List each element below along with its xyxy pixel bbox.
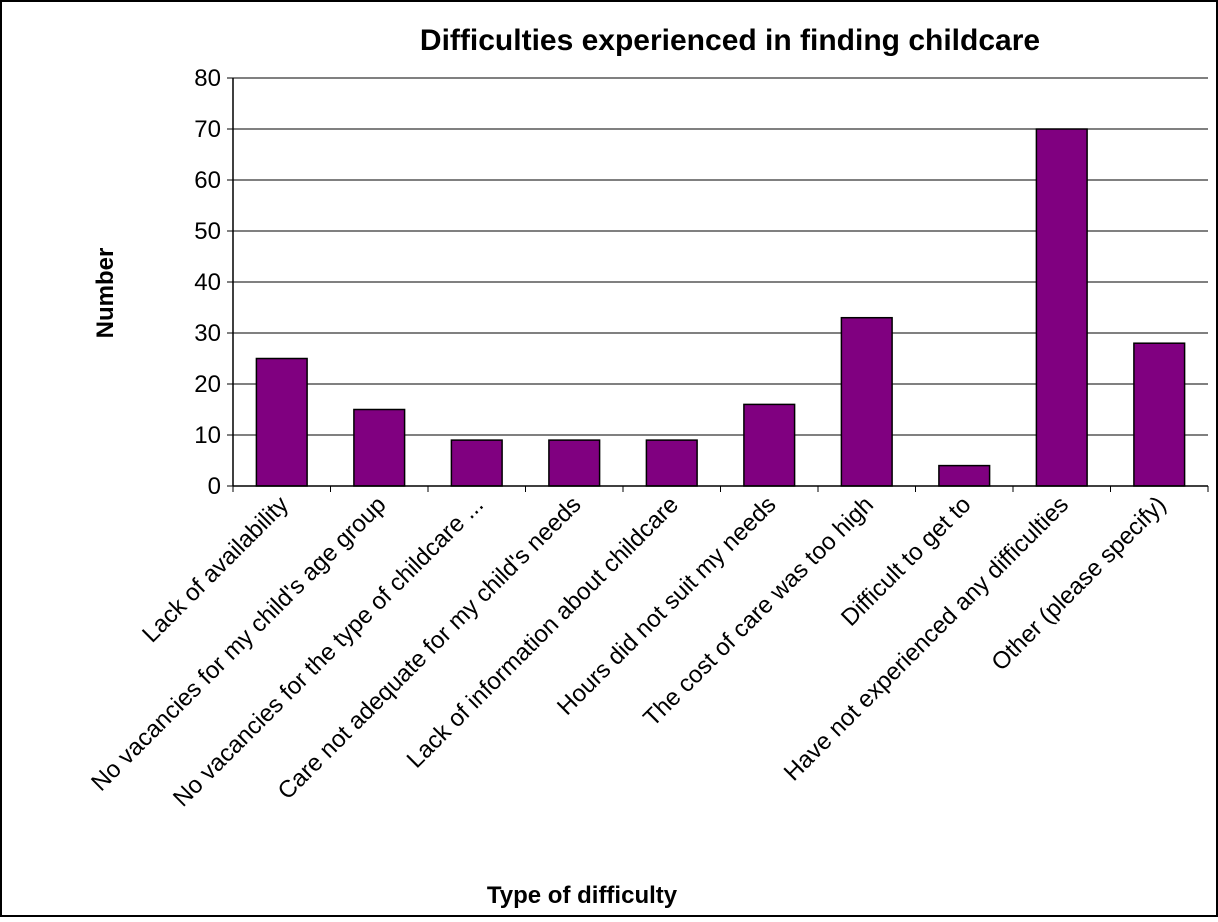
y-tick-label: 70 <box>194 116 221 143</box>
bar <box>1133 342 1186 487</box>
x-axis-title: Type of difficulty <box>487 882 678 909</box>
bar <box>548 439 601 487</box>
bar <box>645 439 698 487</box>
chart-title: Difficulties experienced in finding chil… <box>420 24 1040 57</box>
y-tick-label: 40 <box>194 269 221 296</box>
bar <box>353 408 406 487</box>
bar <box>743 403 796 487</box>
bar <box>450 439 503 487</box>
y-tick-label: 60 <box>194 167 221 194</box>
bar <box>938 464 991 487</box>
y-tick-label: 20 <box>194 371 221 398</box>
y-tick-label: 80 <box>194 65 221 92</box>
bar <box>840 316 893 487</box>
y-tick-label: 0 <box>208 473 221 500</box>
bar <box>255 357 308 487</box>
axes: 0 10 20 30 40 50 60 70 80 <box>194 65 1209 500</box>
y-axis-title: Number <box>92 248 119 339</box>
y-tick-label: 30 <box>194 320 221 347</box>
bar <box>1035 128 1088 487</box>
y-tick-label: 50 <box>194 218 221 245</box>
bars <box>255 128 1186 487</box>
y-tick-label: 10 <box>194 422 221 449</box>
